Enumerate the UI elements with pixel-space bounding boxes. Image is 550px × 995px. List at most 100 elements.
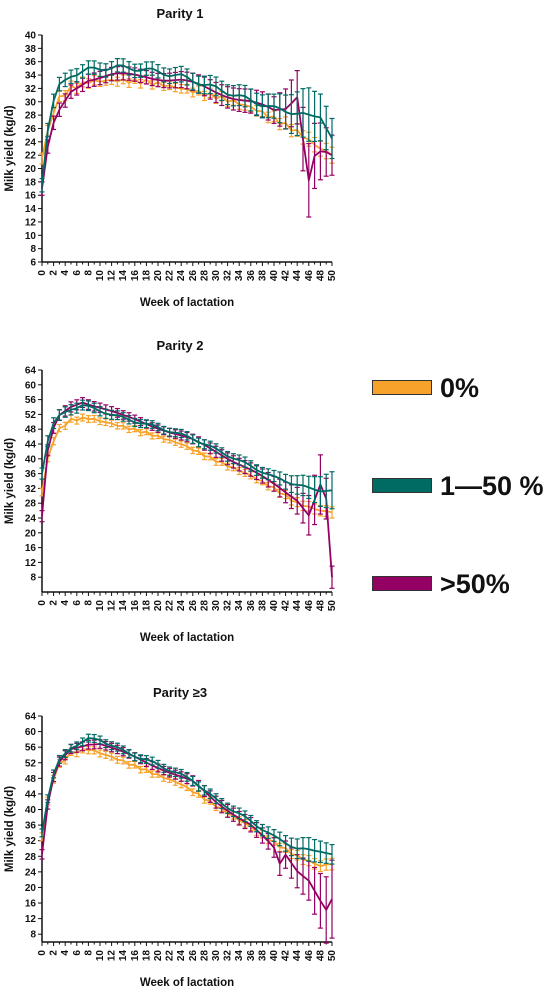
- x-tick-label: 26: [188, 950, 199, 962]
- y-tick-label: 32: [25, 84, 37, 95]
- x-tick-label: 30: [211, 270, 222, 282]
- chart-title: Parity 2: [157, 338, 204, 353]
- y-tick-label: 8: [30, 244, 36, 255]
- x-tick-label: 42: [281, 270, 292, 282]
- x-tick-label: 32: [223, 950, 234, 962]
- x-tick-label: 38: [257, 950, 268, 962]
- x-tick-label: 40: [269, 270, 280, 282]
- y-tick-label: 22: [25, 151, 37, 162]
- y-tick-label: 48: [25, 425, 37, 436]
- x-tick-label: 26: [188, 270, 199, 282]
- x-tick-label: 16: [130, 600, 141, 612]
- y-tick-label: 36: [25, 57, 37, 68]
- x-tick-label: 6: [72, 270, 83, 276]
- x-tick-label: 4: [60, 270, 71, 276]
- x-tick-label: 50: [327, 950, 338, 962]
- x-tick-label: 20: [153, 950, 164, 962]
- y-tick-label: 56: [25, 743, 37, 754]
- y-tick-label: 26: [25, 124, 37, 135]
- series-0: [39, 413, 335, 519]
- x-tick-label: 10: [95, 270, 106, 282]
- legend-swatch: [372, 380, 432, 395]
- x-tick-label: 16: [130, 270, 141, 282]
- x-tick-label: 44: [292, 270, 303, 282]
- y-tick-label: 20: [25, 883, 37, 894]
- x-tick-label: 0: [37, 600, 48, 606]
- series-line: [41, 401, 333, 578]
- y-tick-label: 64: [25, 366, 37, 377]
- x-tick-label: 24: [176, 950, 187, 962]
- x-tick-label: 0: [37, 950, 48, 956]
- x-tick-label: 20: [153, 270, 164, 282]
- x-tick-label: 36: [246, 950, 257, 962]
- chart-title: Parity 1: [157, 6, 204, 21]
- y-tick-label: 16: [25, 899, 37, 910]
- y-tick-label: 6: [30, 258, 36, 269]
- x-tick-label: 50: [327, 270, 338, 282]
- y-axis-label: Milk yield (kg/d): [4, 105, 16, 191]
- x-tick-label: 18: [141, 950, 152, 962]
- x-tick-label: 44: [292, 950, 303, 962]
- y-tick-label: 18: [25, 177, 37, 188]
- y-tick-label: 28: [25, 111, 37, 122]
- x-tick-label: 2: [49, 950, 60, 956]
- legend: 0% 1—50 % >50%: [368, 370, 548, 610]
- legend-label: >50%: [440, 569, 510, 599]
- x-tick-label: 24: [176, 600, 187, 612]
- x-tick-label: 0: [37, 270, 48, 276]
- x-tick-label: 12: [107, 950, 118, 962]
- x-tick-label: 10: [95, 950, 106, 962]
- y-tick-label: 24: [25, 514, 37, 525]
- y-tick-label: 12: [25, 914, 37, 925]
- x-tick-label: 14: [118, 950, 129, 962]
- y-tick-label: 34: [25, 71, 37, 82]
- y-tick-label: 56: [25, 395, 37, 406]
- legend-item-0: 0%: [368, 370, 548, 406]
- y-tick-label: 16: [25, 191, 37, 202]
- y-tick-label: 44: [25, 789, 37, 800]
- series-line: [41, 64, 333, 186]
- x-axis-label: Week of lactation: [140, 297, 234, 309]
- x-tick-label: 48: [315, 950, 326, 962]
- legend-item-2: >50%: [368, 566, 548, 602]
- y-axis-label: Milk yield (kg/d): [4, 786, 16, 872]
- y-tick-label: 20: [25, 528, 37, 539]
- chart-panel-parity-1: Parity 1 6 8 10 12 14 16 18 20 22 24 26 28 30 32 34 36 38…: [0, 0, 360, 320]
- y-tick-label: 30: [25, 97, 37, 108]
- x-tick-label: 46: [304, 270, 315, 282]
- x-axis-label: Week of lactation: [140, 632, 234, 644]
- legend-label: 1—50 %: [440, 471, 544, 501]
- x-tick-label: 4: [60, 600, 71, 606]
- x-tick-label: 20: [153, 600, 164, 612]
- x-tick-label: 14: [118, 600, 129, 612]
- chart-svg-parity-1: Parity 168101214161820222426283032343638…: [4, 6, 338, 309]
- x-tick-label: 42: [281, 600, 292, 612]
- legend-label: 0%: [440, 373, 480, 403]
- y-tick-label: 8: [30, 573, 36, 584]
- y-tick-label: 36: [25, 469, 37, 480]
- x-axis-label: Week of lactation: [140, 977, 234, 989]
- series-line: [41, 743, 333, 911]
- x-tick-label: 8: [83, 270, 94, 276]
- y-tick-label: 40: [25, 805, 37, 816]
- y-tick-label: 24: [25, 867, 37, 878]
- x-tick-label: 46: [304, 600, 315, 612]
- x-tick-label: 44: [292, 600, 303, 612]
- chart-panel-parity-2: Parity 2 8 12 16 20 24 28 32 36 40 44 48 52 56 60 64 0 2 4…: [0, 332, 360, 662]
- x-tick-label: 36: [246, 600, 257, 612]
- x-tick-label: 4: [60, 950, 71, 956]
- series-0: [39, 744, 335, 873]
- x-tick-label: 28: [199, 950, 210, 962]
- x-tick-label: 32: [223, 270, 234, 282]
- x-tick-label: 2: [49, 600, 60, 606]
- x-tick-label: 16: [130, 950, 141, 962]
- y-tick-label: 36: [25, 821, 37, 832]
- x-tick-label: 30: [211, 600, 222, 612]
- x-tick-label: 6: [72, 950, 83, 956]
- y-tick-label: 32: [25, 484, 37, 495]
- x-tick-label: 48: [315, 270, 326, 282]
- y-tick-label: 12: [25, 558, 37, 569]
- y-tick-label: 14: [25, 204, 37, 215]
- series-2: [39, 739, 335, 944]
